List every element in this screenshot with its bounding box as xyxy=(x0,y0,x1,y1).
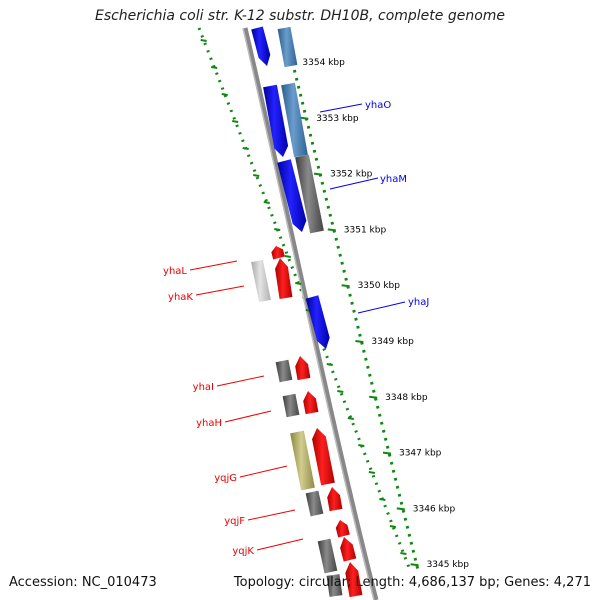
gene-leader-line xyxy=(239,465,288,478)
reverse-cds-arrow[interactable] xyxy=(327,487,343,512)
tick-mark xyxy=(382,451,392,455)
tick-label: 3354 kbp xyxy=(302,58,345,68)
olive-feature-box[interactable] xyxy=(290,430,315,491)
gene-leader-line xyxy=(329,177,379,190)
gray-feature-box[interactable] xyxy=(305,490,324,517)
gene-label-group: yhaO yhaM yhaJ yhaL yhaK yhaI yhaH yqjG yqjF yqjK xyxy=(163,100,429,557)
gray-feature-box[interactable] xyxy=(326,574,343,597)
tick-mark xyxy=(313,172,323,176)
forward-feature-box[interactable] xyxy=(281,82,308,158)
inner-dotted-ring xyxy=(197,27,412,571)
forward-cds-arrow[interactable] xyxy=(251,26,271,67)
tick-mark xyxy=(327,228,336,232)
feature-group xyxy=(251,26,363,598)
gene-label[interactable]: yhaL xyxy=(163,266,187,277)
tick-group: 3354 kbp 3353 kbp 3352 kbp 3351 kbp 3350 kbp… xyxy=(200,29,470,570)
gene-label[interactable]: yqjF xyxy=(224,516,245,527)
tick-label: 3353 kbp xyxy=(316,114,359,124)
accession-label: Accession: NC_010473 xyxy=(9,575,157,590)
gene-label[interactable]: yhaK xyxy=(168,292,193,303)
forward-cds-arrow[interactable] xyxy=(263,84,289,157)
tick-label: 3345 kbp xyxy=(427,560,470,570)
gene-leader-line xyxy=(216,375,265,387)
gene-leader-line xyxy=(224,410,272,423)
genome-backbone xyxy=(242,27,379,600)
reverse-cds-arrow[interactable] xyxy=(312,428,335,486)
reverse-cds-arrow[interactable] xyxy=(275,258,293,299)
gene-leader-line xyxy=(247,509,296,521)
tick-label: 3349 kbp xyxy=(371,337,414,347)
reverse-cds-arrow[interactable] xyxy=(271,246,285,260)
forward-cds-arrow[interactable] xyxy=(277,159,307,232)
light-feature-box[interactable] xyxy=(251,259,271,303)
reverse-cds-arrow[interactable] xyxy=(340,537,357,562)
gene-label[interactable]: yhaJ xyxy=(408,297,429,308)
genome-backbone-highlight xyxy=(242,27,375,600)
reverse-cds-arrow[interactable] xyxy=(295,356,311,381)
gray-feature-box[interactable] xyxy=(295,154,324,234)
gray-feature-box[interactable] xyxy=(282,393,300,418)
forward-cds-arrow[interactable] xyxy=(305,295,330,349)
gene-leader-line xyxy=(189,260,238,271)
gene-label[interactable]: yqjK xyxy=(232,546,254,557)
tick-label: 3350 kbp xyxy=(358,281,401,291)
tick-mark xyxy=(369,395,378,399)
reverse-cds-arrow[interactable] xyxy=(303,391,319,415)
tick-label: 3348 kbp xyxy=(385,393,428,403)
gray-feature-box[interactable] xyxy=(275,359,293,383)
gene-leader-line xyxy=(195,285,245,296)
tick-mark xyxy=(396,507,405,511)
gene-label[interactable]: yhaM xyxy=(380,174,407,185)
reverse-cds-arrow[interactable] xyxy=(345,562,363,598)
tick-mark xyxy=(300,116,309,120)
gene-label[interactable]: yhaH xyxy=(196,418,222,429)
forward-feature-box[interactable] xyxy=(277,26,298,68)
gene-leader-line xyxy=(357,301,406,314)
tick-mark xyxy=(355,340,364,343)
tick-mark xyxy=(341,284,350,288)
tick-label: 3346 kbp xyxy=(413,504,456,514)
tick-label: 3347 kbp xyxy=(399,449,442,459)
reverse-cds-arrow[interactable] xyxy=(335,520,350,538)
genome-stats-label: Topology: circular; Length: 4,686,137 bp… xyxy=(233,575,591,590)
map-title: Escherichia coli str. K-12 substr. DH10B… xyxy=(94,8,506,24)
tick-label: 3351 kbp xyxy=(344,225,387,235)
gene-leader-line xyxy=(319,103,363,113)
tick-mark xyxy=(410,563,419,567)
gene-leader-line xyxy=(256,538,304,551)
gray-feature-box[interactable] xyxy=(317,538,338,574)
gene-label[interactable]: yhaI xyxy=(193,382,214,393)
tick-label: 3352 kbp xyxy=(330,170,373,180)
gene-label[interactable]: yqjG xyxy=(214,473,237,484)
gene-label[interactable]: yhaO xyxy=(365,100,391,111)
